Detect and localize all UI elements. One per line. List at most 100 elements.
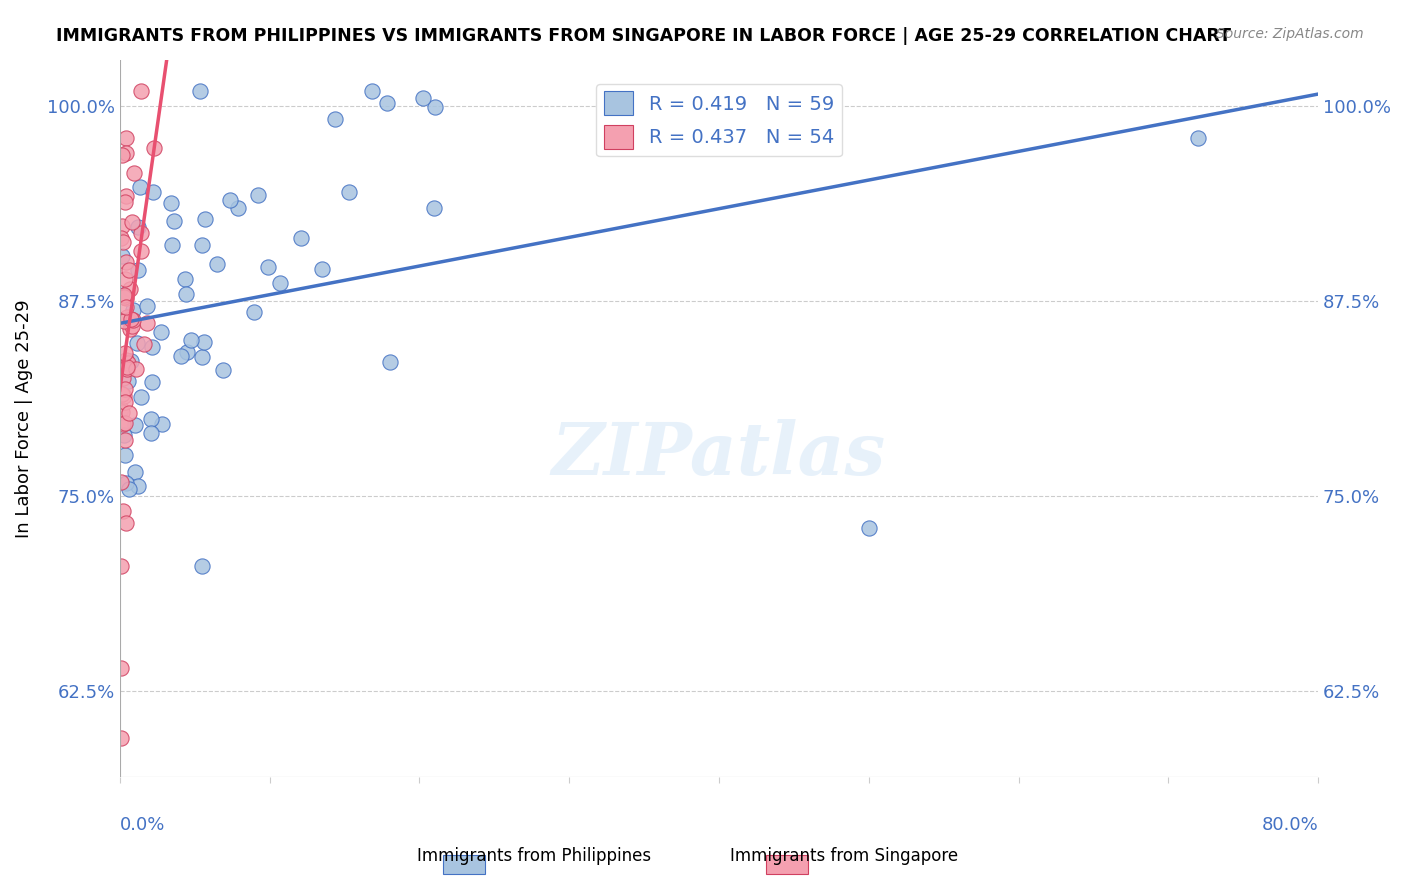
Point [114,271,136,285]
Point [114,476,136,491]
Point [194,211,217,226]
Point [111,371,134,385]
Point [125,336,148,351]
Point [112,290,135,304]
Point [127,220,149,235]
Point [114,433,136,447]
Point [191,350,214,364]
Point [127,262,149,277]
Point [110,559,132,574]
Point [118,406,141,420]
Point [121,215,143,229]
Point [110,402,132,417]
Point [380,355,402,369]
Point [111,249,134,263]
Text: ZIPatlas: ZIPatlas [553,418,886,490]
Point [117,359,139,374]
Point [176,344,198,359]
Point [226,201,249,215]
Point [190,559,212,574]
Point [110,475,132,489]
Point [118,483,141,497]
Point [114,416,136,430]
Point [129,244,152,258]
Point [207,257,229,271]
Point [311,262,333,277]
Point [124,465,146,479]
Point [118,322,141,336]
Point [122,312,145,326]
Point [115,291,138,305]
Point [114,346,136,360]
Point [120,312,142,326]
Point [117,374,139,388]
Point [112,428,135,442]
Text: Immigrants from Singapore: Immigrants from Singapore [730,847,957,864]
Point [114,448,136,462]
Point [142,186,165,200]
Point [115,189,138,203]
Point [337,186,360,200]
Point [114,195,136,210]
Point [132,337,155,351]
Point [111,287,134,301]
Point [269,276,291,290]
Point [114,130,136,145]
Text: IMMIGRANTS FROM PHILIPPINES VS IMMIGRANTS FROM SINGAPORE IN LABOR FORCE | AGE 25: IMMIGRANTS FROM PHILIPPINES VS IMMIGRANT… [56,27,1232,45]
Point [149,325,172,339]
Point [139,412,162,426]
Point [110,148,132,162]
Point [422,201,444,215]
Point [375,96,398,111]
Point [112,389,135,403]
Point [124,166,146,180]
Point [173,271,195,285]
Point [115,361,138,376]
Point [159,195,181,210]
Point [131,84,153,98]
Point [141,340,163,354]
Point [111,235,134,249]
Point [110,661,132,675]
Point [170,349,193,363]
Point [124,418,146,433]
Point [111,387,134,401]
Point [128,180,150,194]
Point [120,354,142,368]
Point [125,362,148,376]
Point [114,255,136,269]
Point [423,100,446,114]
Point [191,238,214,252]
Point [190,84,212,98]
Point [243,305,266,319]
Point [121,318,143,333]
Point [127,479,149,493]
Y-axis label: In Labor Force | Age 25-29: In Labor Force | Age 25-29 [15,299,32,538]
Point [117,356,139,370]
Point [290,231,312,245]
Text: Immigrants from Philippines: Immigrants from Philippines [418,847,651,864]
Point [858,520,880,534]
Point [141,375,163,389]
Text: 80.0%: 80.0% [1261,816,1319,834]
Point [360,84,382,98]
Point [115,301,138,315]
Point [112,287,135,301]
Point [219,194,242,208]
Point [111,504,134,518]
Point [150,417,173,431]
Point [412,91,434,105]
Point [129,390,152,404]
Point [163,214,186,228]
Point [118,282,141,296]
Point [325,112,347,126]
Point [180,333,202,347]
Point [122,302,145,317]
Point [174,287,197,301]
Point [115,352,138,367]
Point [114,394,136,409]
Text: Source: ZipAtlas.com: Source: ZipAtlas.com [1216,27,1364,41]
Point [114,146,136,161]
Point [114,383,136,397]
Text: 0.0%: 0.0% [120,816,165,834]
